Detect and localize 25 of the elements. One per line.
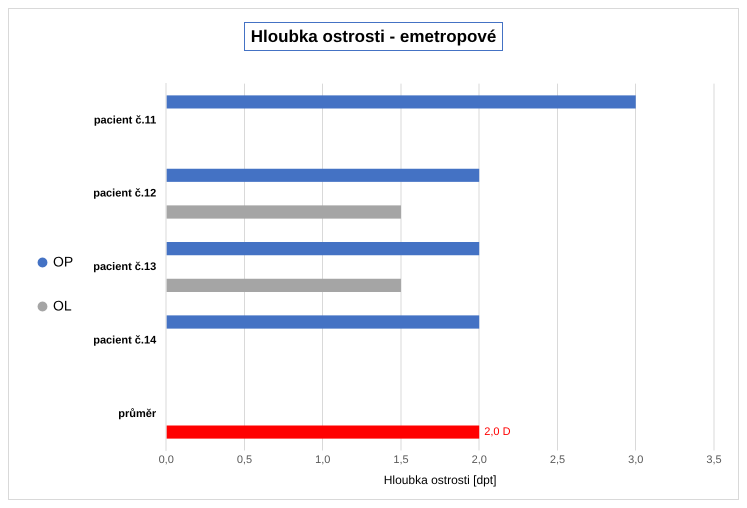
bar <box>166 95 636 109</box>
bar <box>166 168 480 182</box>
bar <box>166 205 401 219</box>
bar <box>166 242 480 256</box>
x-tick-label: 3,5 <box>706 454 722 466</box>
x-tick-label: 0,5 <box>236 454 252 466</box>
y-tick-label: pacient č.13 <box>93 261 156 274</box>
x-axis-title: Hloubka ostrosti [dpt] <box>384 473 496 488</box>
y-tick-label: pacient č.14 <box>93 334 158 346</box>
data-label: 2,0 D <box>484 426 511 438</box>
bar <box>166 278 401 292</box>
x-tick-label: 1,5 <box>393 454 409 466</box>
y-tick-label: pacient č.11 <box>94 114 156 126</box>
x-tick-label: 0,0 <box>158 454 174 466</box>
x-tick-label: 1,0 <box>315 454 330 466</box>
y-tick-label: průměr <box>118 408 157 420</box>
x-tick-label: 3,0 <box>628 454 644 466</box>
bar <box>166 425 480 439</box>
chart-title: Hloubka ostrosti - emetropové <box>244 22 504 51</box>
x-tick-label: 2,0 <box>472 454 487 466</box>
legend-label: OL <box>53 297 72 314</box>
bar <box>166 315 480 329</box>
y-tick-label: pacient č.12 <box>93 188 156 200</box>
legend-label: OP <box>53 253 74 270</box>
x-tick-label: 2,5 <box>550 454 566 466</box>
